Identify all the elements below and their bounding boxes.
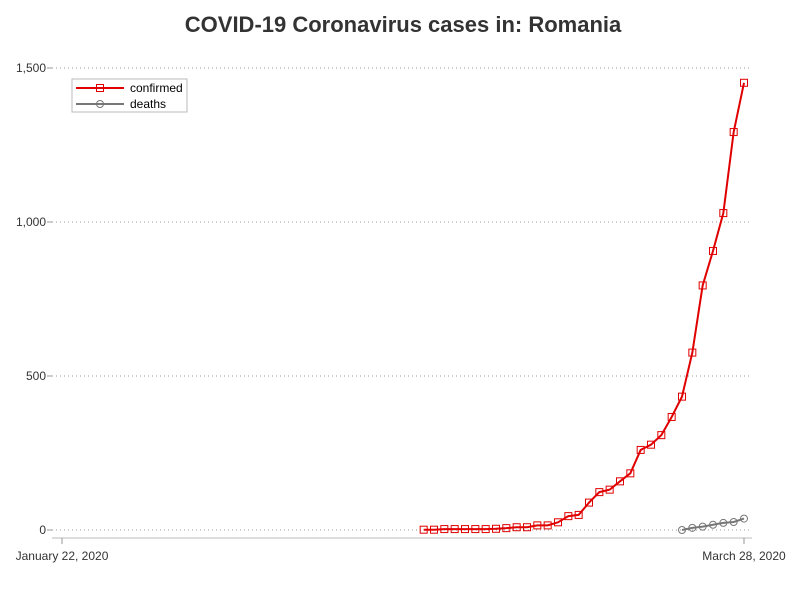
- legend-marker-deaths: [96, 100, 104, 108]
- data-point-confirmed: [440, 525, 449, 534]
- data-point-deaths: [698, 522, 707, 531]
- data-point-confirmed: [729, 128, 738, 137]
- y-tick-label: 1,000: [16, 215, 46, 229]
- data-point-confirmed: [564, 512, 573, 521]
- data-point-confirmed: [492, 524, 500, 533]
- series-group: [419, 78, 748, 534]
- data-point-confirmed: [616, 477, 624, 486]
- data-point-confirmed: [554, 518, 562, 527]
- y-tick-label: 500: [26, 369, 46, 383]
- data-point-confirmed: [461, 525, 469, 534]
- x-tick-label: March 28, 2020: [702, 549, 786, 563]
- data-point-deaths: [709, 520, 717, 529]
- data-point-confirmed: [523, 523, 531, 532]
- data-point-deaths: [678, 526, 686, 534]
- data-point-confirmed: [450, 525, 459, 534]
- data-point-confirmed: [698, 281, 707, 290]
- gridlines: [52, 67, 752, 531]
- data-point-confirmed: [502, 524, 511, 533]
- data-point-confirmed: [719, 209, 728, 218]
- data-point-confirmed: [678, 392, 686, 401]
- x-tick-label: January 22, 2020: [16, 549, 109, 563]
- data-point-deaths: [688, 523, 697, 532]
- data-point-confirmed: [574, 510, 583, 519]
- chart-title: COVID-19 Coronavirus cases in: Romania: [185, 12, 622, 37]
- legend-label-deaths: deaths: [130, 97, 166, 111]
- legend-box: [71, 78, 188, 113]
- data-point-confirmed: [647, 440, 655, 449]
- data-point-confirmed: [636, 445, 645, 454]
- data-point-confirmed: [605, 485, 614, 494]
- data-point-confirmed: [471, 525, 480, 534]
- data-point-confirmed: [657, 431, 666, 440]
- data-point-confirmed: [430, 525, 438, 534]
- axis-ticks: 0 500 1,000 1,500 January 22, 2020 March 28, …: [16, 61, 786, 563]
- data-point-confirmed: [585, 498, 593, 507]
- data-point-deaths: [729, 517, 738, 526]
- y-tick-label: 0: [39, 523, 46, 537]
- data-point-confirmed: [512, 523, 521, 532]
- data-point-confirmed: [533, 521, 542, 530]
- data-point-confirmed: [688, 348, 697, 357]
- legend: confirmed deaths: [71, 78, 188, 113]
- data-point-deaths: [719, 518, 728, 527]
- data-point-confirmed: [481, 525, 490, 534]
- data-point-confirmed: [626, 469, 635, 478]
- data-point-confirmed: [419, 525, 428, 534]
- data-point-confirmed: [709, 246, 717, 255]
- data-point-confirmed: [740, 78, 748, 87]
- series-line-confirmed: [423, 82, 745, 531]
- data-point-deaths: [740, 514, 748, 523]
- data-point-confirmed: [543, 521, 552, 530]
- series-line-deaths: [681, 517, 745, 531]
- data-point-confirmed: [667, 412, 676, 421]
- y-tick-label: 1,500: [16, 61, 46, 75]
- legend-marker-confirmed: [96, 84, 104, 92]
- legend-label-confirmed: confirmed: [130, 81, 183, 95]
- data-point-confirmed: [595, 488, 604, 497]
